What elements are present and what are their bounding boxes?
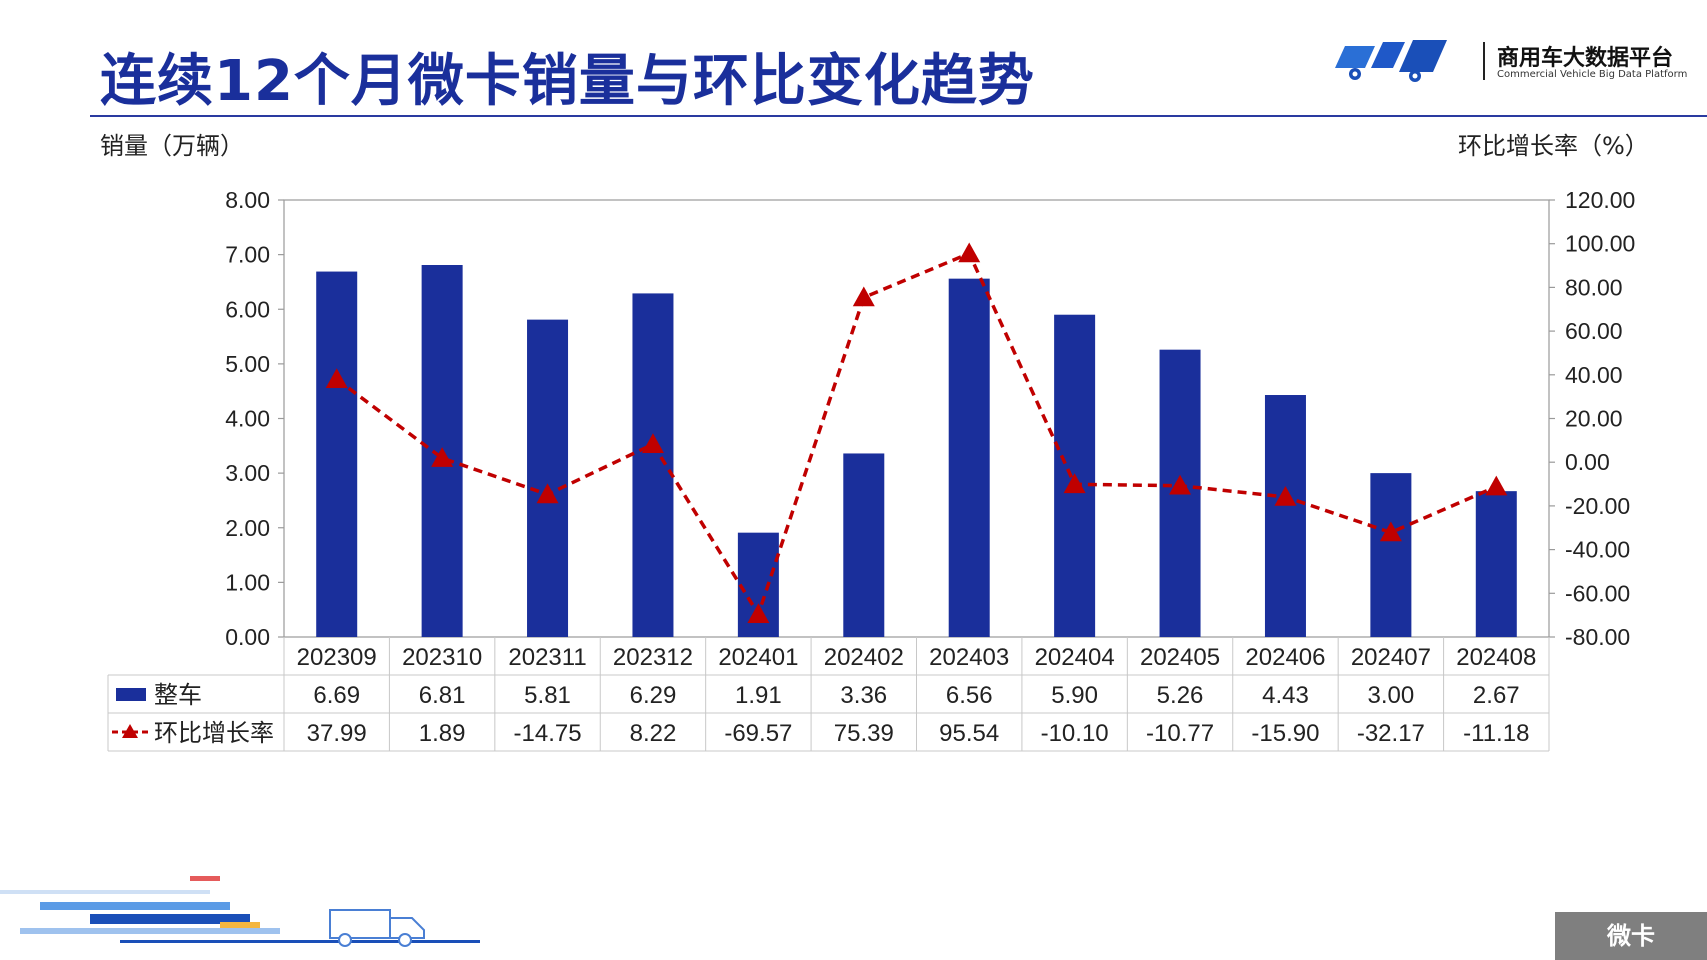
growth-point-202401 — [747, 603, 770, 624]
bar-data-label: 6.29 — [630, 682, 677, 709]
growth-point-202405 — [1169, 474, 1192, 495]
category-label: 202406 — [1245, 644, 1325, 671]
bar-202402 — [843, 453, 885, 637]
cvbd-logo-icon — [1335, 40, 1447, 82]
y2-tick-label: 80.00 — [1565, 274, 1623, 300]
truck-speed-decoration-icon — [0, 876, 480, 947]
y2-axis-title: 环比增长率（%） — [1458, 132, 1649, 160]
category-label: 202407 — [1351, 644, 1431, 671]
category-label: 202403 — [929, 644, 1009, 671]
line-data-label: -32.17 — [1357, 720, 1425, 747]
line-data-label: 75.39 — [834, 720, 894, 747]
category-label: 202312 — [613, 644, 693, 671]
bar-202309 — [316, 271, 358, 637]
growth-point-202310 — [431, 447, 454, 467]
category-tab[interactable]: 微卡 — [1555, 912, 1707, 960]
y2-tick-label: -20.00 — [1565, 493, 1630, 519]
growth-point-202408 — [1485, 475, 1508, 496]
bar-data-label: 5.90 — [1051, 682, 1098, 709]
bar-data-label: 3.36 — [840, 682, 887, 709]
growth-point-202309 — [325, 368, 348, 388]
line-data-label: -11.18 — [1463, 720, 1529, 747]
bar-data-label: 1.91 — [735, 682, 782, 709]
bar-data-label: 6.56 — [946, 682, 993, 709]
bar-202408 — [1475, 491, 1517, 637]
category-label: 202309 — [297, 644, 377, 671]
logo-subtitle: Commercial Vehicle Big Data Platform — [1497, 69, 1688, 80]
y-tick-label: 6.00 — [225, 296, 270, 322]
category-label: 202408 — [1456, 644, 1536, 671]
bar-data-label: 5.26 — [1157, 682, 1204, 709]
bar-202406 — [1264, 395, 1306, 637]
title-divider — [90, 115, 1707, 117]
y2-tick-label: 0.00 — [1565, 449, 1610, 475]
y-tick-label: 5.00 — [225, 351, 270, 377]
legend-line-label: 环比增长率 — [154, 720, 274, 747]
growth-point-202407 — [1379, 521, 1402, 542]
category-label: 202404 — [1035, 644, 1115, 671]
page-title: 连续12个月微卡销量与环比变化趋势 — [100, 49, 1035, 114]
growth-line — [335, 251, 1497, 619]
line-data-label: 95.54 — [939, 720, 999, 747]
category-label: 202402 — [824, 644, 904, 671]
line-data-label: -15.90 — [1251, 720, 1319, 747]
bar-data-label: 6.69 — [313, 682, 360, 709]
bar-202311 — [527, 319, 569, 637]
bar-202312 — [632, 293, 674, 637]
y-tick-label: 2.00 — [225, 515, 270, 541]
line-data-label: -69.57 — [724, 720, 792, 747]
growth-point-202406 — [1274, 485, 1297, 506]
logo-divider — [1483, 42, 1485, 80]
growth-point-202311 — [536, 483, 559, 504]
y2-tick-label: 100.00 — [1565, 231, 1635, 257]
line-data-label: -10.10 — [1041, 720, 1109, 747]
y2-tick-label: 60.00 — [1565, 318, 1623, 344]
plot-area — [283, 199, 1550, 638]
bar-data-label: 4.43 — [1262, 682, 1309, 709]
legend-line-marker — [122, 724, 138, 738]
y-tick-label: 3.00 — [225, 460, 270, 486]
growth-point-202404 — [1063, 473, 1086, 494]
y-tick-label: 4.00 — [225, 406, 270, 432]
bar-data-label: 3.00 — [1368, 682, 1415, 709]
legend-bar-swatch — [116, 688, 146, 701]
line-data-label: 37.99 — [307, 720, 367, 747]
line-data-label: 1.89 — [419, 720, 466, 747]
y2-tick-label: 20.00 — [1565, 406, 1623, 432]
y2-tick-label: 120.00 — [1565, 187, 1635, 213]
logo-name: 商用车大数据平台 — [1497, 46, 1674, 71]
bar-data-label: 2.67 — [1473, 682, 1520, 709]
y2-tick-label: 40.00 — [1565, 362, 1623, 388]
growth-point-202312 — [641, 433, 664, 454]
y2-tick-label: -80.00 — [1565, 624, 1630, 650]
y2-tick-label: -60.00 — [1565, 580, 1630, 606]
bar-data-label: 5.81 — [524, 682, 571, 709]
y-tick-label: 0.00 — [225, 624, 270, 650]
legend-bar-label: 整车 — [154, 682, 202, 709]
y2-tick-label: -40.00 — [1565, 537, 1630, 563]
y-tick-label: 7.00 — [225, 242, 270, 268]
line-data-label: -14.75 — [514, 720, 582, 747]
bar-data-label: 6.81 — [419, 682, 466, 709]
category-label: 202401 — [718, 644, 798, 671]
growth-point-202403 — [958, 242, 981, 263]
bar-202403 — [948, 278, 990, 637]
category-label: 202310 — [402, 644, 482, 671]
y-tick-label: 8.00 — [225, 187, 270, 213]
category-label: 202311 — [508, 644, 586, 671]
line-data-label: 8.22 — [630, 720, 677, 747]
line-data-label: -10.77 — [1146, 720, 1214, 747]
bar-202407 — [1370, 473, 1412, 637]
y-axis-title: 销量（万辆） — [100, 132, 244, 160]
growth-point-202402 — [852, 286, 875, 307]
category-label: 202405 — [1140, 644, 1220, 671]
y-tick-label: 1.00 — [225, 569, 270, 595]
